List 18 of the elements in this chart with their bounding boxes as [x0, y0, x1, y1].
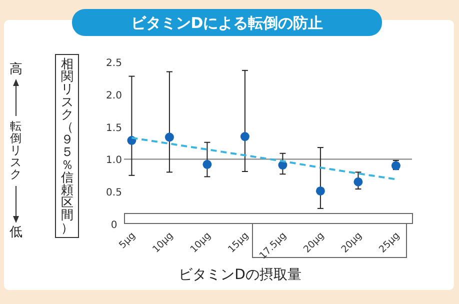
- text: 高: [10, 61, 22, 77]
- point: [354, 177, 363, 186]
- text: 転倒リスク: [10, 119, 22, 181]
- y-tick-label: 0.5: [106, 188, 122, 199]
- y-tick-label: 1.0: [106, 155, 122, 166]
- x-axis-title: ビタミンDの摂取量: [178, 267, 302, 283]
- y-tick-label: 1.5: [106, 122, 122, 134]
- text: 相関リスク（９５％信頼区間）: [61, 57, 73, 235]
- point: [316, 186, 325, 196]
- point: [240, 132, 250, 142]
- point: [164, 132, 174, 142]
- text: 低: [10, 225, 22, 240]
- y-tick-label: 0: [110, 220, 118, 231]
- y-tick-label: 2.5: [106, 58, 122, 69]
- y-tick-label: 2.0: [106, 90, 122, 102]
- point: [202, 160, 212, 169]
- chart-title: ビタミンDによる転倒の防止: [130, 14, 324, 32]
- x-tick-label: 5μg: [117, 230, 138, 251]
